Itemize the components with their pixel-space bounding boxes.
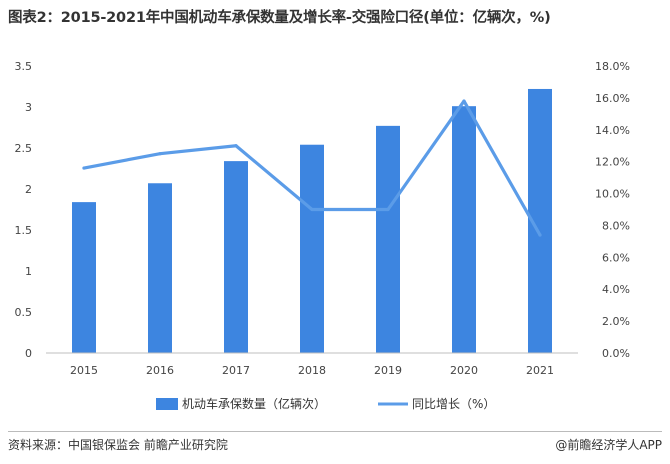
right-tick-label: 0.0%	[602, 347, 630, 360]
source-note: 资料来源：中国银保监会 前瞻产业研究院	[8, 438, 228, 452]
x-tick-label: 2017	[222, 364, 250, 377]
line-point	[310, 207, 314, 212]
bar	[72, 202, 96, 353]
right-axis: 0.0% 2.0% 4.0% 6.0% 8.0% 10.0% 12.0% 14.0% 16.0%…	[595, 60, 630, 360]
x-tick-label: 2015	[70, 364, 98, 377]
left-tick-label: 3	[25, 101, 32, 114]
bar	[452, 106, 476, 354]
left-tick-label: 1	[25, 265, 32, 278]
x-tick-label: 2021	[526, 364, 554, 377]
line-point	[234, 144, 238, 148]
x-axis: 2015 2016 2017 2018 2019 2020 2021	[46, 352, 578, 377]
line-series	[82, 99, 542, 237]
right-tick-label: 16.0%	[595, 92, 630, 105]
bar-series	[72, 88, 552, 354]
right-tick-label: 6.0%	[602, 251, 630, 264]
left-tick-label: 1.5	[15, 224, 33, 237]
left-tick-label: 2	[25, 183, 32, 196]
line-point	[462, 99, 466, 103]
combo-chart: 0 0.5 1 1.5 2 2.5 3 3.5 0.0% 2.0% 4.0% 6.0% 8.0% 10.…	[15, 60, 631, 411]
bar	[300, 144, 324, 353]
left-tick-label: 0.5	[15, 306, 33, 319]
chart-title: 图表2：2015-2021年中国机动车承保数量及增长率-交强险口径(单位：亿辆次…	[8, 10, 551, 26]
left-axis: 0 0.5 1 1.5 2 2.5 3 3.5	[15, 60, 33, 360]
right-tick-label: 2.0%	[602, 315, 630, 328]
x-tick-label: 2018	[298, 364, 326, 377]
x-tick-label: 2016	[146, 364, 174, 377]
legend-line-label: 同比增长（%）	[412, 397, 495, 411]
line-point	[538, 233, 542, 237]
right-tick-label: 14.0%	[595, 124, 630, 137]
bar	[224, 161, 248, 353]
left-tick-label: 2.5	[15, 142, 33, 155]
right-tick-label: 10.0%	[595, 188, 630, 201]
bar	[376, 125, 400, 353]
legend-bar-label: 机动车承保数量（亿辆次）	[182, 396, 326, 411]
right-tick-label: 12.0%	[595, 156, 630, 169]
legend: 机动车承保数量（亿辆次） 同比增长（%）	[156, 396, 495, 411]
line-point	[158, 152, 162, 156]
left-tick-label: 0	[25, 347, 32, 360]
legend-bar-swatch	[156, 398, 178, 410]
line-point	[82, 166, 86, 170]
right-tick-label: 8.0%	[602, 219, 630, 232]
right-tick-label: 4.0%	[602, 283, 630, 296]
footer-divider	[8, 431, 662, 432]
brand-credit: @前瞻经济学人APP	[555, 438, 662, 452]
right-tick-label: 18.0%	[595, 60, 630, 73]
left-tick-label: 3.5	[15, 60, 33, 73]
bar	[148, 183, 172, 353]
x-tick-label: 2020	[450, 364, 478, 377]
line-point	[386, 207, 390, 212]
x-tick-label: 2019	[374, 364, 402, 377]
